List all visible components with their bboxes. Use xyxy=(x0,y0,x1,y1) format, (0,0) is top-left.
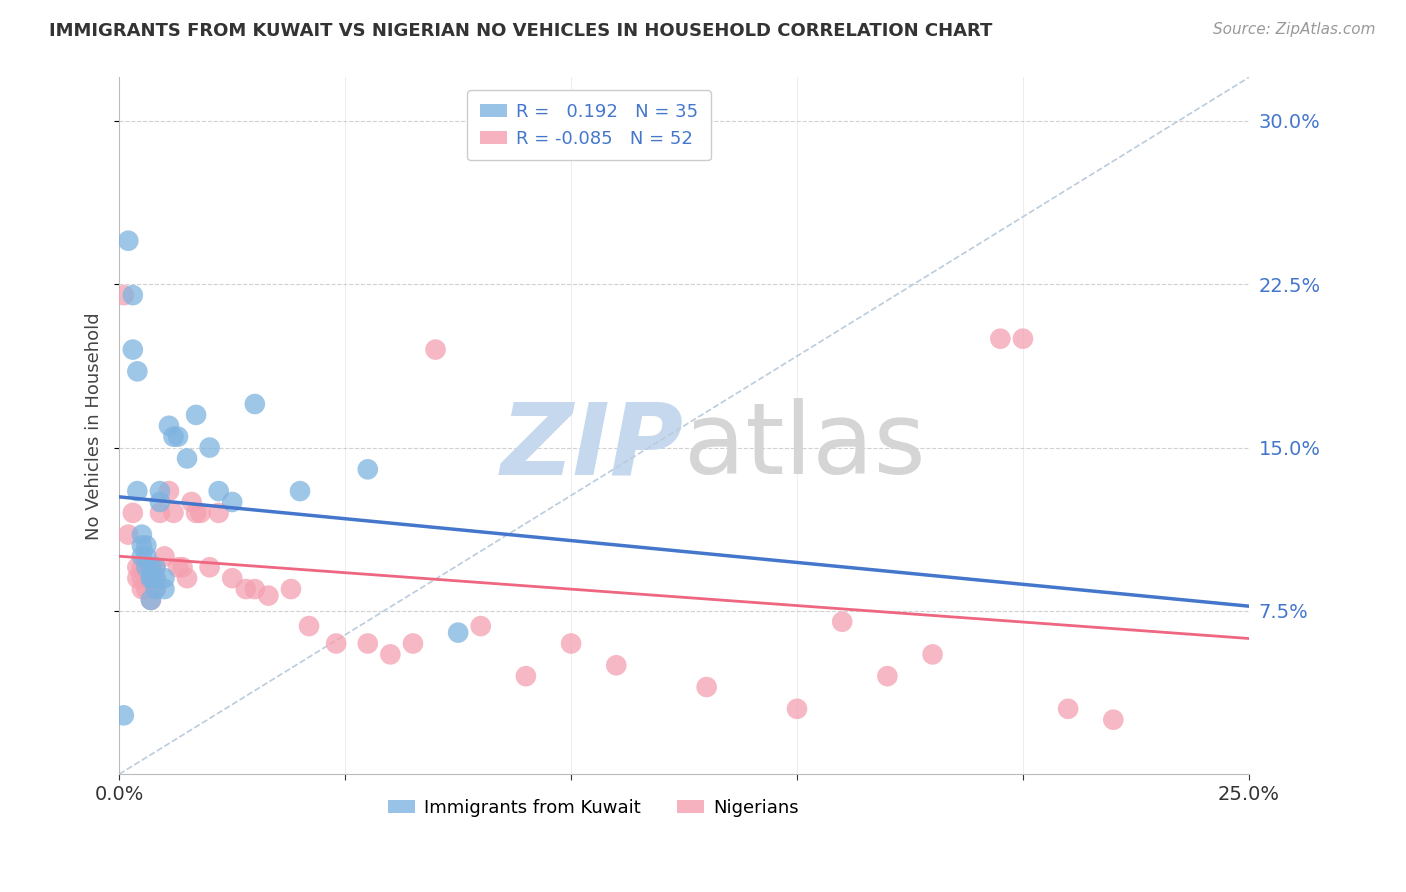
Point xyxy=(153,582,176,596)
Point xyxy=(184,506,207,520)
Text: IMMIGRANTS FROM KUWAIT VS NIGERIAN NO VEHICLES IN HOUSEHOLD CORRELATION CHART: IMMIGRANTS FROM KUWAIT VS NIGERIAN NO VE… xyxy=(49,22,993,40)
Point xyxy=(380,648,402,662)
Point xyxy=(149,484,172,499)
Point xyxy=(280,582,302,596)
Point xyxy=(131,560,153,574)
Point xyxy=(139,571,162,585)
Point xyxy=(135,571,157,585)
Point xyxy=(131,527,153,541)
Point xyxy=(605,658,627,673)
Point xyxy=(127,571,149,585)
Point xyxy=(560,636,582,650)
Point xyxy=(121,288,143,302)
Point xyxy=(988,332,1011,346)
Point xyxy=(425,343,447,357)
Point xyxy=(1102,713,1125,727)
Point xyxy=(139,571,162,585)
Point xyxy=(135,539,157,553)
Point xyxy=(121,506,143,520)
Point xyxy=(235,582,257,596)
Legend: Immigrants from Kuwait, Nigerians: Immigrants from Kuwait, Nigerians xyxy=(381,792,806,824)
Point xyxy=(221,495,243,509)
Point xyxy=(190,506,212,520)
Point xyxy=(145,582,167,596)
Point xyxy=(1057,702,1080,716)
Point xyxy=(157,484,180,499)
Point xyxy=(876,669,898,683)
Point xyxy=(139,593,162,607)
Point xyxy=(257,589,280,603)
Point xyxy=(696,680,718,694)
Point xyxy=(112,708,135,723)
Point xyxy=(135,549,157,564)
Point xyxy=(184,408,207,422)
Point xyxy=(208,484,231,499)
Y-axis label: No Vehicles in Household: No Vehicles in Household xyxy=(86,312,103,540)
Point xyxy=(131,549,153,564)
Point xyxy=(157,418,180,433)
Point xyxy=(447,625,470,640)
Point xyxy=(357,462,380,476)
Point xyxy=(470,619,492,633)
Point xyxy=(298,619,321,633)
Point xyxy=(131,571,153,585)
Point xyxy=(149,506,172,520)
Point xyxy=(145,571,167,585)
Point xyxy=(198,441,221,455)
Point xyxy=(357,636,380,650)
Point xyxy=(145,582,167,596)
Point xyxy=(139,593,162,607)
Point xyxy=(180,495,202,509)
Point xyxy=(162,430,184,444)
Point xyxy=(288,484,311,499)
Point xyxy=(176,451,198,466)
Point xyxy=(131,539,153,553)
Point xyxy=(153,549,176,564)
Point xyxy=(515,669,537,683)
Point xyxy=(153,571,176,585)
Point xyxy=(112,288,135,302)
Point xyxy=(135,582,157,596)
Point xyxy=(208,506,231,520)
Point xyxy=(145,571,167,585)
Point xyxy=(243,397,266,411)
Point xyxy=(162,506,184,520)
Point xyxy=(176,571,198,585)
Point xyxy=(117,527,139,541)
Point xyxy=(921,648,943,662)
Point xyxy=(127,364,149,378)
Point xyxy=(1012,332,1035,346)
Point xyxy=(402,636,425,650)
Point xyxy=(135,560,157,574)
Point xyxy=(786,702,808,716)
Point xyxy=(127,484,149,499)
Point xyxy=(127,560,149,574)
Point xyxy=(167,560,190,574)
Point xyxy=(139,560,162,574)
Point xyxy=(198,560,221,574)
Text: Source: ZipAtlas.com: Source: ZipAtlas.com xyxy=(1212,22,1375,37)
Point xyxy=(139,560,162,574)
Point xyxy=(172,560,194,574)
Point xyxy=(145,560,167,574)
Point xyxy=(149,495,172,509)
Point xyxy=(325,636,347,650)
Point xyxy=(145,560,167,574)
Point xyxy=(243,582,266,596)
Point xyxy=(167,430,190,444)
Point xyxy=(139,571,162,585)
Text: atlas: atlas xyxy=(685,398,925,495)
Text: ZIP: ZIP xyxy=(501,398,685,495)
Point xyxy=(131,582,153,596)
Point xyxy=(221,571,243,585)
Point xyxy=(831,615,853,629)
Point xyxy=(121,343,143,357)
Point xyxy=(117,234,139,248)
